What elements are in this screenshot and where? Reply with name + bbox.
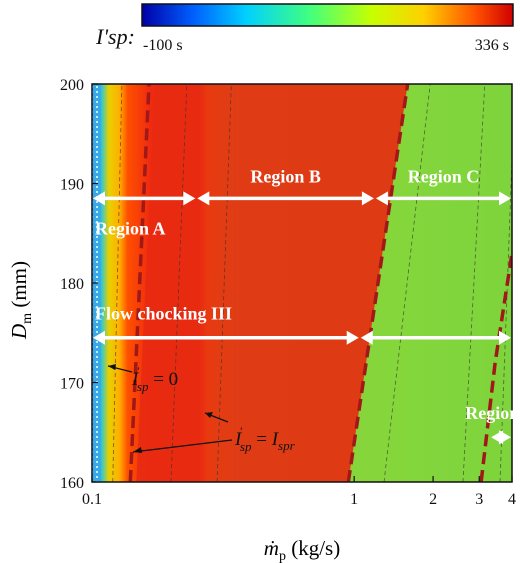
svg-text:I'sp = 0: I' sp = 0: [131, 364, 178, 394]
region-boundaries: [128, 84, 512, 482]
iso-contour-line: [216, 84, 232, 482]
colorbar-min-label: -100 s: [143, 37, 183, 54]
y-tick-label: 170: [60, 376, 84, 393]
svg-text:Dm (mm): Dm (mm): [7, 261, 35, 340]
colorbar-gradient: [141, 3, 514, 27]
x-axis: 0.1 1 2 3 4: [82, 476, 516, 508]
iso-contour-line: [170, 84, 188, 482]
region-arrowhead: [360, 330, 373, 345]
region-label: Region D: [465, 403, 520, 423]
x-tick-label: 0.1: [82, 491, 102, 508]
y-tick-label: 160: [60, 475, 84, 492]
region-labels: Region A Region B Region C Flow chocking II…: [95, 166, 520, 423]
x-tick-label: 3: [475, 491, 483, 508]
region-arrowhead: [93, 191, 105, 206]
boundary-line: [346, 84, 410, 482]
iso-contour-line: [462, 84, 486, 482]
region-label: Region A: [95, 218, 166, 238]
region-arrowhead: [93, 330, 105, 345]
region-arrowhead: [499, 191, 511, 206]
y-axis: 160 170 180 190 200: [60, 77, 98, 492]
y-axis-title: Dm (mm): [7, 261, 35, 340]
svg-text:ṁp (kg/s): ṁp (kg/s): [264, 536, 340, 563]
region-arrowhead: [499, 330, 511, 345]
iso-contour-line: [383, 84, 431, 482]
colorbar-max-label: 336 s: [475, 37, 509, 54]
y-tick-label: 190: [60, 177, 84, 194]
region-label: Flow chocking III: [95, 304, 232, 324]
red-core-region: [136, 84, 408, 482]
svg-text:I'sp = Ispr: I' sp = Ispr: [234, 424, 296, 454]
region-label: Region B: [250, 166, 321, 186]
plot-area: [92, 84, 512, 482]
region-arrowhead: [346, 330, 359, 345]
region-arrowhead: [375, 191, 388, 206]
region-arrowhead: [183, 191, 196, 206]
annotation-isp-zero: I' sp = 0: [107, 364, 178, 394]
x-axis-title: ṁp (kg/s): [264, 536, 340, 563]
x-tick-label: 4: [508, 491, 516, 508]
x-tick-label: 1: [350, 491, 358, 508]
region-arrowhead: [361, 191, 374, 206]
colorbar: I'sp: -100 s 336 s: [95, 3, 514, 54]
iso-contour-line: [112, 84, 123, 482]
region-arrowhead: [197, 191, 210, 206]
y-tick-label: 200: [60, 77, 84, 94]
y-tick-label: 180: [60, 276, 84, 293]
x-tick-label: 2: [429, 491, 437, 508]
region-label: Region C: [408, 166, 480, 186]
boundary-line: [479, 252, 512, 482]
colorbar-symbol: I'sp:: [95, 24, 135, 49]
boundary-line: [128, 84, 151, 482]
annotation-isp-ispr: I' sp = Ispr: [132, 412, 296, 454]
region-arrowhead: [499, 430, 511, 445]
region-arrows: [93, 191, 511, 445]
